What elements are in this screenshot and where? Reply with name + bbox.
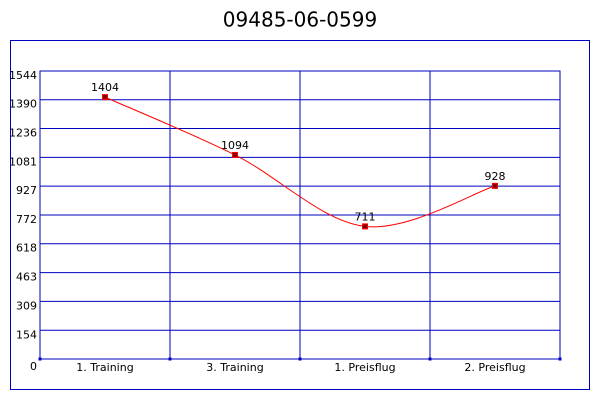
y-tick-label: 309 xyxy=(16,299,37,312)
series-line xyxy=(104,96,496,228)
axis-dot xyxy=(428,357,432,361)
y-tick-label: 1544 xyxy=(9,69,37,82)
y-tick-label: 618 xyxy=(16,242,37,255)
y-tick-label: 154 xyxy=(16,328,37,341)
axis-dot xyxy=(558,357,562,361)
data-label: 1404 xyxy=(91,81,119,94)
point-marker xyxy=(232,151,238,158)
axis-dot xyxy=(168,357,172,361)
x-tick-label: 1. Training xyxy=(76,361,133,374)
y-tick-label: 772 xyxy=(16,213,37,226)
y-tick-label: 0 xyxy=(30,360,37,373)
data-label: 1094 xyxy=(221,139,249,152)
axis-dot xyxy=(38,357,42,361)
y-tick-label: 1236 xyxy=(9,126,37,139)
y-tick-label: 463 xyxy=(16,271,37,284)
data-label: 711 xyxy=(355,210,376,223)
point-marker xyxy=(362,223,368,230)
y-tick-label: 927 xyxy=(16,184,37,197)
point-marker xyxy=(492,182,498,189)
x-tick-label: 3. Training xyxy=(206,361,263,374)
x-tick-label: 2. Preisflug xyxy=(464,361,525,374)
point-marker xyxy=(102,94,108,101)
y-tick-label: 1390 xyxy=(9,98,37,111)
axis-dot xyxy=(298,357,302,361)
x-tick-label: 1. Preisflug xyxy=(334,361,395,374)
chart-title: 09485-06-0599 xyxy=(223,8,377,32)
outer-frame xyxy=(10,40,590,390)
y-tick-label: 1081 xyxy=(9,155,37,168)
data-label: 928 xyxy=(485,170,506,183)
